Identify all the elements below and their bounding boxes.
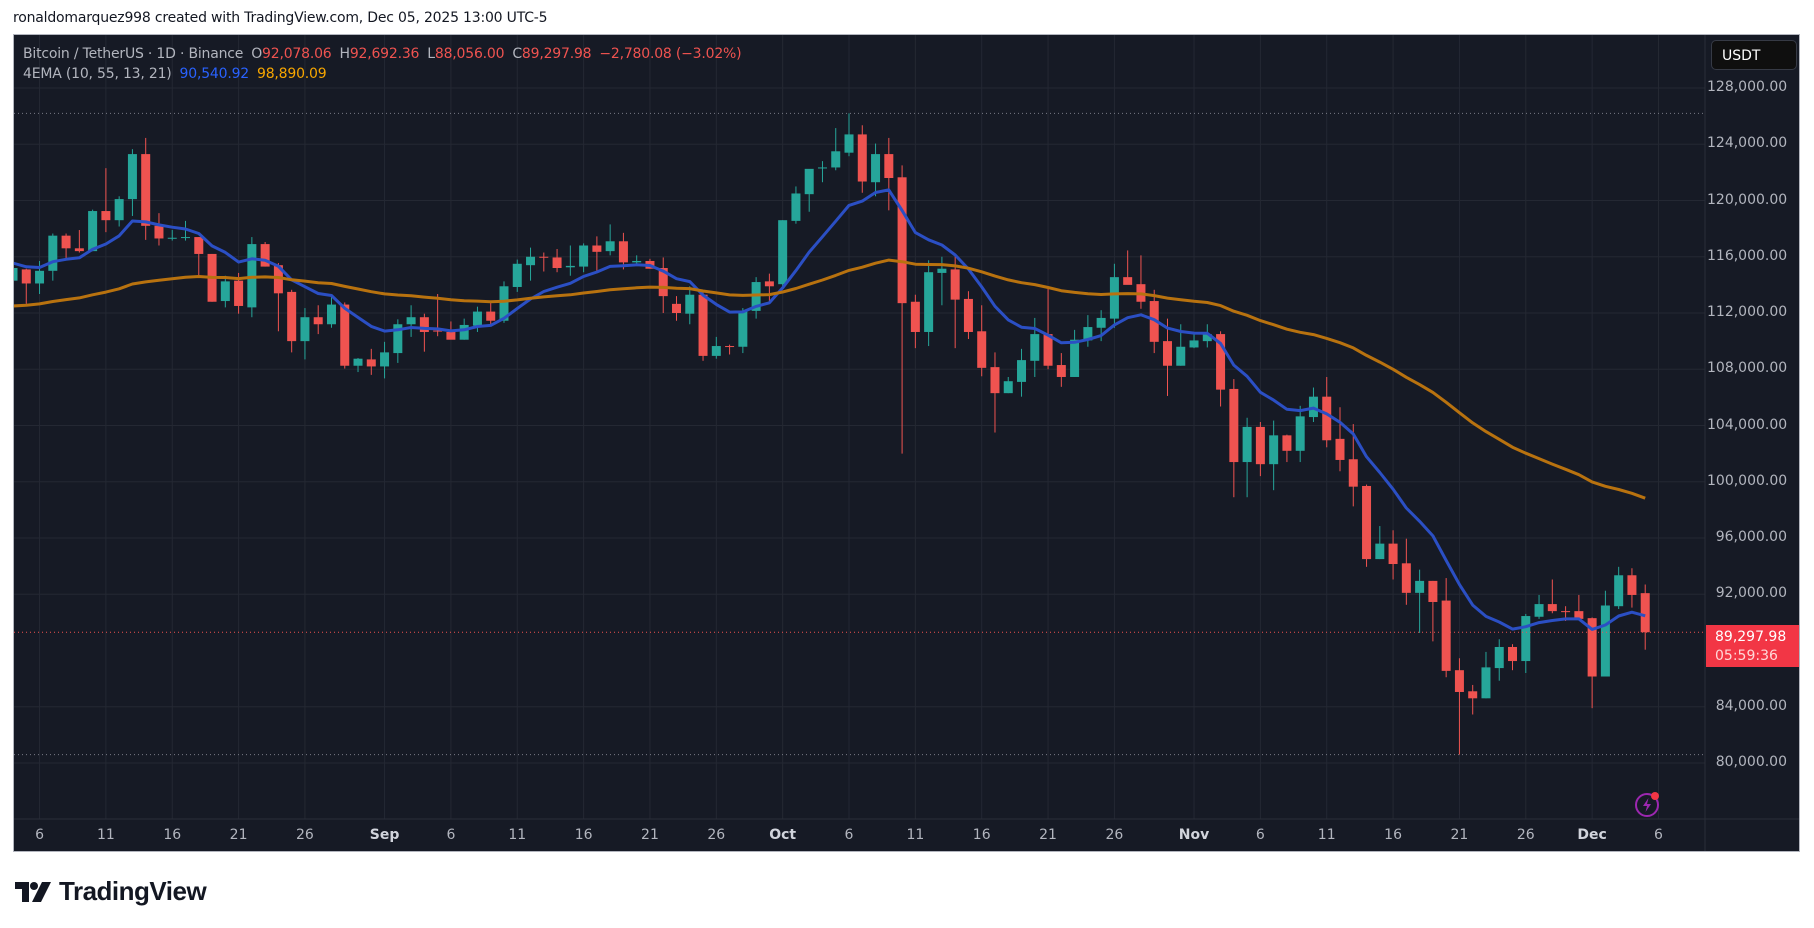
time-tick-label: 16 <box>1384 827 1402 843</box>
symbol-legend-row: Bitcoin / TetherUS · 1D · Binance O 92,07… <box>23 44 749 64</box>
price-tick-label: 84,000.00 <box>1715 697 1787 714</box>
price-tick-label: 100,000.00 <box>1707 472 1788 489</box>
price-tick-label: 104,000.00 <box>1707 416 1788 433</box>
tradingview-logo-icon <box>15 881 51 902</box>
time-tick-label: 6 <box>35 827 44 843</box>
time-tick-label: 16 <box>574 827 593 843</box>
time-tick-label: 6 <box>844 827 854 843</box>
time-tick-label: 21 <box>229 827 248 843</box>
time-tick-label: 16 <box>972 827 991 843</box>
time-tick-label: 26 <box>296 827 314 843</box>
time-tick-label: 21 <box>641 827 659 843</box>
time-tick-label: 26 <box>1105 827 1124 843</box>
bar-countdown: 05:59:36 <box>1715 648 1778 664</box>
price-tick-label: 80,000.00 <box>1715 754 1787 770</box>
low-label: L <box>427 46 435 62</box>
open-value: 92,078.06 <box>262 46 332 62</box>
time-tick-label: Sep <box>369 827 400 843</box>
chart-panel[interactable]: Bitcoin / TetherUS · 1D · Binance O 92,07… <box>13 34 1800 852</box>
tradingview-logo[interactable]: TradingView <box>15 876 207 907</box>
time-tick-label: 11 <box>1317 827 1336 843</box>
ema-slow-value: 98,890.09 <box>257 66 327 82</box>
price-tick-label: 112,000.00 <box>1707 304 1788 320</box>
time-tick-label: Oct <box>769 827 797 843</box>
time-tick-label: Dec <box>1577 827 1607 843</box>
last-price-value: 89,297.98 <box>1715 629 1787 645</box>
time-tick-label: 21 <box>1039 827 1057 843</box>
close-value: 89,297.98 <box>521 46 592 62</box>
time-tick-label: 16 <box>163 827 182 843</box>
last-price-label: 89,297.98 05:59:36 <box>1706 625 1799 667</box>
logo-text: TradingView <box>59 876 207 906</box>
close-label: C <box>512 46 522 62</box>
time-tick-label: 6 <box>1255 827 1265 843</box>
price-tick-label: 128,000.00 <box>1707 79 1788 95</box>
indicator-legend-row: 4EMA (10, 55, 13, 21) 90,540.92 98,890.0… <box>23 64 749 84</box>
high-value: 92,692.36 <box>349 46 420 62</box>
lightning-bolt-icon[interactable] <box>1634 791 1660 817</box>
open-label: O <box>251 46 263 62</box>
time-tick-label: 6 <box>1654 827 1663 843</box>
time-tick-label: 26 <box>707 827 726 843</box>
time-tick-label: 11 <box>96 827 115 843</box>
chart-legend: Bitcoin / TetherUS · 1D · Binance O 92,07… <box>23 44 749 84</box>
price-tick-label: 96,000.00 <box>1715 529 1787 545</box>
time-tick-label: 21 <box>1450 827 1469 843</box>
price-tick-label: 108,000.00 <box>1707 360 1788 377</box>
change-value: −2,780.08 (−3.02%) <box>599 46 742 62</box>
price-tick-label: 120,000.00 <box>1707 191 1788 208</box>
time-tick-label: 11 <box>906 827 925 843</box>
price-tick-label: 124,000.00 <box>1707 135 1788 152</box>
candlestick-chart[interactable] <box>14 35 1800 852</box>
price-tick-label: 116,000.00 <box>1707 247 1788 264</box>
time-tick-label: 6 <box>446 827 456 843</box>
high-label: H <box>339 46 350 62</box>
ema-fast-value: 90,540.92 <box>179 66 250 82</box>
time-tick-label: 11 <box>508 827 527 843</box>
price-tick-label: 92,000.00 <box>1715 585 1787 602</box>
time-tick-label: Nov <box>1178 827 1210 843</box>
indicator-title[interactable]: 4EMA (10, 55, 13, 21) <box>23 66 172 82</box>
symbol-title[interactable]: Bitcoin / TetherUS · 1D · Binance <box>23 46 244 62</box>
low-value: 88,056.00 <box>434 46 505 62</box>
time-tick-label: 26 <box>1516 827 1535 843</box>
currency-button[interactable]: USDT <box>1711 40 1797 70</box>
chart-credit: ronaldomarquez998 created with TradingVi… <box>13 10 548 26</box>
